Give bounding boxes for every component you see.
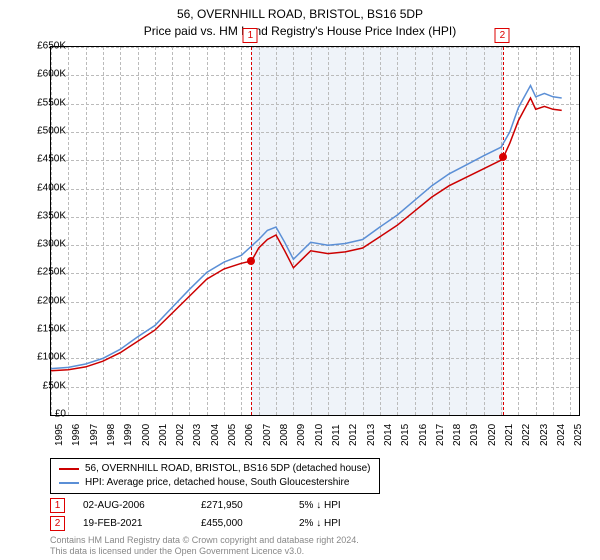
series-hpi: [51, 86, 562, 369]
x-tick-label: 1996: [71, 424, 82, 446]
sale-diff-1: 5% ↓ HPI: [299, 500, 379, 511]
legend-swatch-property: [59, 468, 79, 470]
series-property: [51, 98, 562, 371]
x-tick-label: 2012: [348, 424, 359, 446]
x-tick-label: 2010: [314, 424, 325, 446]
legend-swatch-hpi: [59, 482, 79, 484]
y-tick-label: £450K: [20, 154, 66, 165]
title-block: 56, OVERNHILL ROAD, BRISTOL, BS16 5DP Pr…: [0, 0, 600, 40]
x-tick-label: 2025: [573, 424, 584, 446]
x-tick-label: 2019: [469, 424, 480, 446]
y-tick-label: £50K: [20, 380, 66, 391]
sale-price-1: £271,950: [201, 500, 281, 511]
x-tick-label: 2021: [504, 424, 515, 446]
sale-diff-2: 2% ↓ HPI: [299, 518, 379, 529]
x-tick-label: 2009: [296, 424, 307, 446]
chart-container: 56, OVERNHILL ROAD, BRISTOL, BS16 5DP Pr…: [0, 0, 600, 560]
x-tick-label: 1995: [54, 424, 65, 446]
y-tick-label: £650K: [20, 41, 66, 52]
y-tick-label: £600K: [20, 69, 66, 80]
x-tick-label: 2018: [452, 424, 463, 446]
y-tick-label: £0: [20, 409, 66, 420]
legend-label-hpi: HPI: Average price, detached house, Sout…: [85, 476, 349, 490]
sale-price-2: £455,000: [201, 518, 281, 529]
y-tick-label: £250K: [20, 267, 66, 278]
x-tick-label: 2014: [383, 424, 394, 446]
x-tick-label: 2013: [366, 424, 377, 446]
x-tick-label: 1997: [89, 424, 100, 446]
y-tick-label: £100K: [20, 352, 66, 363]
y-tick-label: £400K: [20, 182, 66, 193]
x-tick-label: 2000: [141, 424, 152, 446]
x-tick-label: 1999: [123, 424, 134, 446]
y-tick-label: £500K: [20, 125, 66, 136]
legend: 56, OVERNHILL ROAD, BRISTOL, BS16 5DP (d…: [50, 458, 380, 494]
x-tick-label: 2005: [227, 424, 238, 446]
legend-label-property: 56, OVERNHILL ROAD, BRISTOL, BS16 5DP (d…: [85, 462, 371, 476]
sale-marker-box: 1: [243, 28, 258, 43]
footer-line2: This data is licensed under the Open Gov…: [50, 546, 359, 557]
line-series-svg: [51, 47, 579, 415]
sales-row-2: 2 19-FEB-2021 £455,000 2% ↓ HPI: [50, 514, 379, 532]
x-tick-label: 2017: [435, 424, 446, 446]
x-tick-label: 2003: [192, 424, 203, 446]
x-tick-label: 2020: [487, 424, 498, 446]
title-line2: Price paid vs. HM Land Registry's House …: [0, 23, 600, 40]
sale-date-2: 19-FEB-2021: [83, 518, 183, 529]
footer-line1: Contains HM Land Registry data © Crown c…: [50, 535, 359, 546]
legend-row-property: 56, OVERNHILL ROAD, BRISTOL, BS16 5DP (d…: [59, 462, 371, 476]
x-tick-label: 2024: [556, 424, 567, 446]
sale-marker-2: 2: [50, 516, 65, 531]
sale-marker-1: 1: [50, 498, 65, 513]
y-tick-label: £550K: [20, 97, 66, 108]
sales-row-1: 1 02-AUG-2006 £271,950 5% ↓ HPI: [50, 496, 379, 514]
x-tick-label: 2006: [244, 424, 255, 446]
sales-table: 1 02-AUG-2006 £271,950 5% ↓ HPI 2 19-FEB…: [50, 496, 379, 532]
x-tick-label: 2004: [210, 424, 221, 446]
x-tick-label: 2016: [418, 424, 429, 446]
footer: Contains HM Land Registry data © Crown c…: [50, 535, 359, 557]
sale-marker-box: 2: [495, 28, 510, 43]
legend-row-hpi: HPI: Average price, detached house, Sout…: [59, 476, 371, 490]
x-tick-label: 2007: [262, 424, 273, 446]
sale-date-1: 02-AUG-2006: [83, 500, 183, 511]
x-tick-label: 2023: [539, 424, 550, 446]
x-tick-label: 2015: [400, 424, 411, 446]
y-tick-label: £150K: [20, 324, 66, 335]
y-tick-label: £350K: [20, 210, 66, 221]
x-tick-label: 2011: [331, 424, 342, 446]
title-line1: 56, OVERNHILL ROAD, BRISTOL, BS16 5DP: [0, 6, 600, 23]
y-tick-label: £300K: [20, 239, 66, 250]
x-tick-label: 2008: [279, 424, 290, 446]
x-tick-label: 2022: [521, 424, 532, 446]
plot-area: [50, 46, 580, 416]
x-tick-label: 1998: [106, 424, 117, 446]
x-tick-label: 2001: [158, 424, 169, 446]
x-tick-label: 2002: [175, 424, 186, 446]
y-tick-label: £200K: [20, 295, 66, 306]
